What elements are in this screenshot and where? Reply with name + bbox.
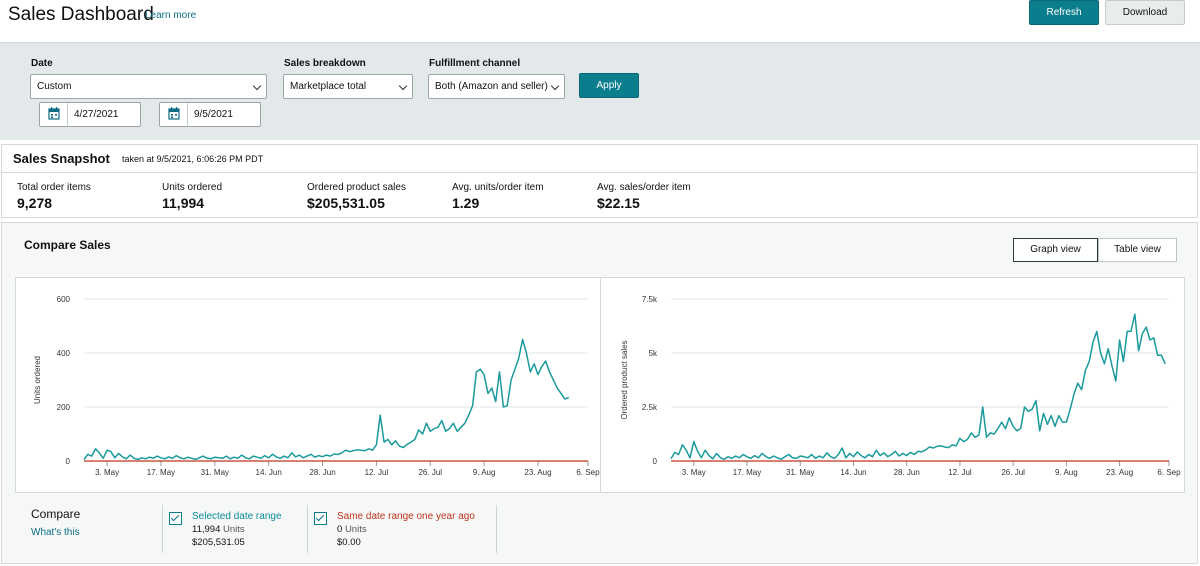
selected-range-units-label: Units [223, 524, 245, 535]
metric-value-avg-units: 1.29 [452, 195, 480, 211]
metric-value-avg-sales: $22.15 [597, 195, 640, 211]
learn-more-link[interactable]: Learn more [145, 10, 197, 21]
selected-range-name: Selected date range [192, 511, 282, 522]
fulfillment-channel-value: Both (Amazon and seller) [435, 81, 548, 92]
chevron-down-icon [550, 81, 560, 91]
x-tick-label: 12. Jul [948, 468, 972, 477]
legend-previous-year: Same date range one year ago 0 Units $0.… [307, 505, 497, 553]
graph-view-button[interactable]: Graph view [1013, 238, 1098, 262]
x-tick-label: 17. May [733, 468, 761, 477]
y-tick-label: 200 [57, 403, 71, 412]
x-tick-label: 12. Jul [365, 468, 389, 477]
y-tick-label: 7.5k [642, 295, 658, 304]
snapshot-header: Sales Snapshot taken at 9/5/2021, 6:06:2… [2, 145, 1197, 173]
previous-year-units-label: Units [344, 524, 367, 535]
x-tick-label: 14. Jun [840, 468, 866, 477]
charts-container: 0 200 400 600 Units ordered 3. May 17. May 31. … [15, 277, 1185, 493]
y-tick-label: 5k [649, 349, 658, 358]
x-tick-label: 23. Aug [1106, 468, 1133, 477]
compare-legend: Compare What's this Selected date range … [2, 501, 1197, 563]
fulfillment-channel-select[interactable]: Both (Amazon and seller) [428, 74, 565, 99]
selected-range-series-line [670, 313, 1166, 461]
units-ordered-chart: 0 200 400 600 Units ordered 3. May 17. May 31. … [33, 295, 600, 477]
y-axis-label: Ordered product sales [620, 340, 629, 419]
apply-button[interactable]: Apply [579, 73, 639, 98]
compare-sales-title: Compare Sales [24, 238, 111, 252]
start-date-field[interactable]: 4/27/2021 [39, 102, 141, 127]
snapshot-title: Sales Snapshot [13, 151, 110, 166]
sales-snapshot: Sales Snapshot taken at 9/5/2021, 6:06:2… [1, 144, 1198, 218]
x-tick-label: 26. Jul [418, 468, 442, 477]
metric-label-total-order-items: Total order items [17, 182, 91, 193]
sales-breakdown-select[interactable]: Marketplace total [283, 74, 413, 99]
compare-label: Compare [31, 507, 81, 521]
date-label: Date [31, 58, 53, 69]
x-tick-label: 31. May [201, 468, 229, 477]
previous-year-units: 0 Units [337, 524, 367, 535]
chevron-down-icon [252, 81, 262, 91]
x-tick-label: 3. May [95, 468, 119, 477]
compare-sales-panel: Compare Sales Graph view Table view 0 200… [1, 222, 1198, 564]
legend-selected-range: Selected date range 11,994 Units $205,53… [162, 505, 307, 553]
sales-breakdown-label: Sales breakdown [284, 58, 366, 69]
x-tick-label: 9. Aug [473, 468, 496, 477]
x-tick-label: 9. Aug [1055, 468, 1078, 477]
y-tick-label: 0 [66, 457, 71, 466]
chart-divider [600, 278, 601, 492]
calendar-icon[interactable] [40, 103, 68, 126]
x-tick-label: 17. May [147, 468, 175, 477]
y-tick-label: 400 [57, 349, 71, 358]
x-tick-label: 28. Jun [309, 468, 335, 477]
metric-label-avg-sales: Avg. sales/order item [597, 182, 691, 193]
metric-value-units-ordered: 11,994 [162, 195, 205, 211]
y-tick-label: 600 [57, 295, 71, 304]
selected-range-units-value: 11,994 [192, 524, 221, 535]
previous-year-checkbox[interactable] [314, 512, 327, 525]
date-select[interactable]: Custom [30, 74, 267, 99]
date-select-value: Custom [37, 81, 72, 92]
sales-breakdown-value: Marketplace total [290, 81, 367, 92]
x-tick-label: 23. Aug [524, 468, 551, 477]
page-title: Sales Dashboard [8, 4, 154, 25]
table-view-button[interactable]: Table view [1098, 238, 1177, 262]
metric-label-ordered-product-sales: Ordered product sales [307, 182, 406, 193]
selected-range-series-line [83, 338, 570, 461]
metric-value-ordered-product-sales: $205,531.05 [307, 195, 385, 211]
selected-range-units: 11,994 Units [192, 524, 245, 535]
x-tick-label: 3. May [682, 468, 706, 477]
x-tick-label: 26. Jul [1001, 468, 1025, 477]
x-tick-label: 31. May [786, 468, 814, 477]
metric-value-total-order-items: 9,278 [17, 195, 53, 211]
metric-label-units-ordered: Units ordered [162, 182, 223, 193]
previous-year-units-value: 0 [337, 524, 343, 535]
y-tick-label: 2.5k [642, 403, 658, 412]
previous-year-sales: $0.00 [337, 537, 361, 548]
x-tick-label: 6. Sep [576, 468, 600, 477]
selected-range-sales: $205,531.05 [192, 537, 245, 548]
end-date-value: 9/5/2021 [194, 109, 233, 120]
start-date-value: 4/27/2021 [74, 109, 119, 120]
metric-label-avg-units: Avg. units/order item [452, 182, 544, 193]
top-bar: Sales Dashboard Learn more Refresh Downl… [0, 0, 1200, 42]
x-tick-label: 28. Jun [894, 468, 920, 477]
download-button[interactable]: Download [1105, 0, 1185, 25]
fulfillment-channel-label: Fulfillment channel [429, 58, 521, 69]
x-tick-label: 14. Jun [256, 468, 282, 477]
previous-year-name: Same date range one year ago [337, 511, 475, 522]
selected-range-checkbox[interactable] [169, 512, 182, 525]
y-axis-label: Units ordered [33, 356, 42, 404]
chevron-down-icon [398, 81, 408, 91]
x-tick-label: 6. Sep [1157, 468, 1181, 477]
ordered-product-sales-chart: 0 2.5k 5k 7.5k Ordered product sales 3. May 17… [620, 295, 1181, 477]
y-tick-label: 0 [653, 457, 658, 466]
filter-panel: Date Custom 4/27/2021 9/5/2021 Sales bre… [0, 42, 1200, 140]
whats-this-link[interactable]: What's this [31, 527, 80, 538]
snapshot-timestamp: taken at 9/5/2021, 6:06:26 PM PDT [122, 154, 264, 164]
calendar-icon[interactable] [160, 103, 188, 126]
refresh-button[interactable]: Refresh [1029, 0, 1099, 25]
end-date-field[interactable]: 9/5/2021 [159, 102, 261, 127]
